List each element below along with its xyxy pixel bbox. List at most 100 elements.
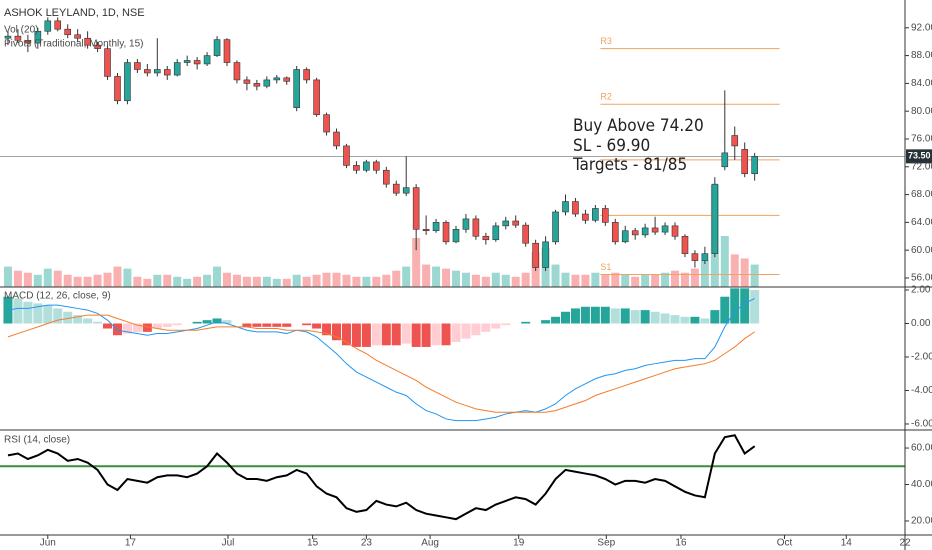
- macd-histogram-bar: [600, 306, 610, 324]
- last-price-label: 73.50: [908, 151, 931, 161]
- volume-bar: [392, 270, 401, 287]
- macd-histogram-bar: [332, 323, 342, 341]
- volume-bar: [33, 274, 42, 287]
- candle-body: [263, 79, 271, 87]
- macd-histogram-bar: [561, 311, 571, 324]
- y-tick-label: 60.00: [911, 443, 932, 454]
- volume-bar: [143, 278, 152, 287]
- volume-bar: [442, 268, 451, 287]
- volume-bar: [133, 276, 142, 287]
- candle-body: [163, 69, 171, 76]
- pivot-label: S1: [600, 262, 611, 272]
- volume-bar: [83, 276, 92, 287]
- volume-bar: [740, 258, 749, 287]
- macd-histogram-bar: [441, 323, 451, 346]
- macd-histogram-bar: [312, 323, 322, 329]
- macd-pane: [3, 288, 760, 422]
- candle-body: [711, 183, 719, 254]
- macd-histogram-bar: [620, 308, 630, 324]
- macd-histogram-bar: [23, 301, 33, 324]
- macd-histogram-bar: [132, 323, 142, 332]
- macd-histogram-bar: [242, 323, 252, 327]
- candle-body: [542, 241, 549, 268]
- candle-body: [333, 131, 340, 147]
- candle-body: [233, 62, 241, 81]
- volume-bar: [43, 268, 52, 287]
- candle-body: [94, 44, 101, 49]
- macd-histogram-bar: [172, 323, 182, 326]
- candle-body: [303, 69, 310, 81]
- annotation: SL - 69.90: [573, 136, 650, 156]
- volume-bar: [292, 274, 301, 287]
- x-tick-label: Aug: [421, 538, 439, 549]
- candle-body: [243, 79, 251, 84]
- candle-body: [54, 20, 62, 30]
- candle-body: [472, 218, 480, 237]
- macd-histogram-bar: [162, 323, 172, 327]
- macd-histogram-bar: [33, 303, 43, 324]
- candle-body: [432, 222, 440, 232]
- candle-body: [532, 242, 539, 268]
- volume-bar: [601, 274, 610, 287]
- last-price-box: [906, 149, 932, 164]
- candle-body: [552, 211, 559, 243]
- candle-body: [422, 229, 430, 232]
- volume-bar: [173, 276, 182, 287]
- macd-histogram-bar: [351, 323, 361, 347]
- candle-body: [701, 253, 709, 261]
- y-tick-label: 72.00: [911, 161, 932, 172]
- macd-histogram-bar: [461, 323, 471, 339]
- candle-body: [462, 218, 470, 230]
- volume-bar: [700, 260, 709, 287]
- volume-bar: [491, 272, 500, 287]
- macd-histogram-bar: [282, 323, 292, 327]
- volume-bar: [561, 272, 570, 287]
- candle-body: [4, 35, 12, 39]
- candle-body: [114, 76, 121, 102]
- y-tick-label: 0.00: [911, 318, 931, 329]
- macd-histogram-bar: [93, 321, 103, 324]
- macd-histogram-bar: [43, 305, 53, 324]
- macd-histogram-bar: [551, 316, 561, 324]
- volume-bar: [362, 276, 371, 287]
- candle-body: [392, 183, 400, 194]
- candle-body: [562, 201, 569, 213]
- macd-histogram-bar: [451, 323, 461, 342]
- volume-bar: [412, 238, 421, 287]
- x-tick-label: 17: [125, 538, 137, 549]
- macd-histogram-bar: [421, 323, 431, 347]
- volume-bar: [222, 272, 231, 287]
- volume-bar: [322, 272, 331, 287]
- candle-body: [592, 208, 599, 221]
- macd-histogram-bar: [212, 318, 222, 324]
- x-tick-label: 16: [675, 538, 687, 549]
- macd-histogram-bar: [541, 320, 551, 324]
- y-tick-label: 20.00: [911, 516, 932, 527]
- labels: ASHOK LEYLAND, 1D, NSE Vol (20) Pivots (…: [4, 7, 932, 549]
- macd-histogram-bar: [63, 311, 73, 324]
- candle-body: [512, 220, 520, 226]
- candle-body: [193, 60, 201, 65]
- candle-body: [671, 225, 679, 237]
- y-tick-label: 40.00: [911, 479, 932, 490]
- volume-bar: [730, 254, 739, 287]
- macd-histogram-bar: [690, 316, 700, 324]
- macd-histogram-bar: [660, 313, 670, 324]
- macd-histogram-bar: [262, 323, 272, 327]
- y-tick-label: -2.00: [911, 352, 932, 363]
- volume-bar: [73, 276, 82, 287]
- volume-bar: [422, 264, 431, 287]
- macd-histogram-bar: [322, 323, 332, 336]
- rsi-pane: [0, 434, 905, 521]
- y-tick-label: 60.00: [911, 245, 932, 256]
- volume-bar: [63, 274, 72, 287]
- volume-bar: [680, 272, 689, 287]
- volume-bar: [661, 272, 670, 287]
- candle-body: [253, 83, 261, 87]
- macd-histogram-bar: [361, 323, 371, 347]
- macd-histogram-bar: [142, 323, 152, 332]
- macd-histogram-bar: [481, 323, 491, 332]
- macd-histogram-bar: [580, 306, 590, 324]
- x-tick-label: 23: [361, 538, 373, 549]
